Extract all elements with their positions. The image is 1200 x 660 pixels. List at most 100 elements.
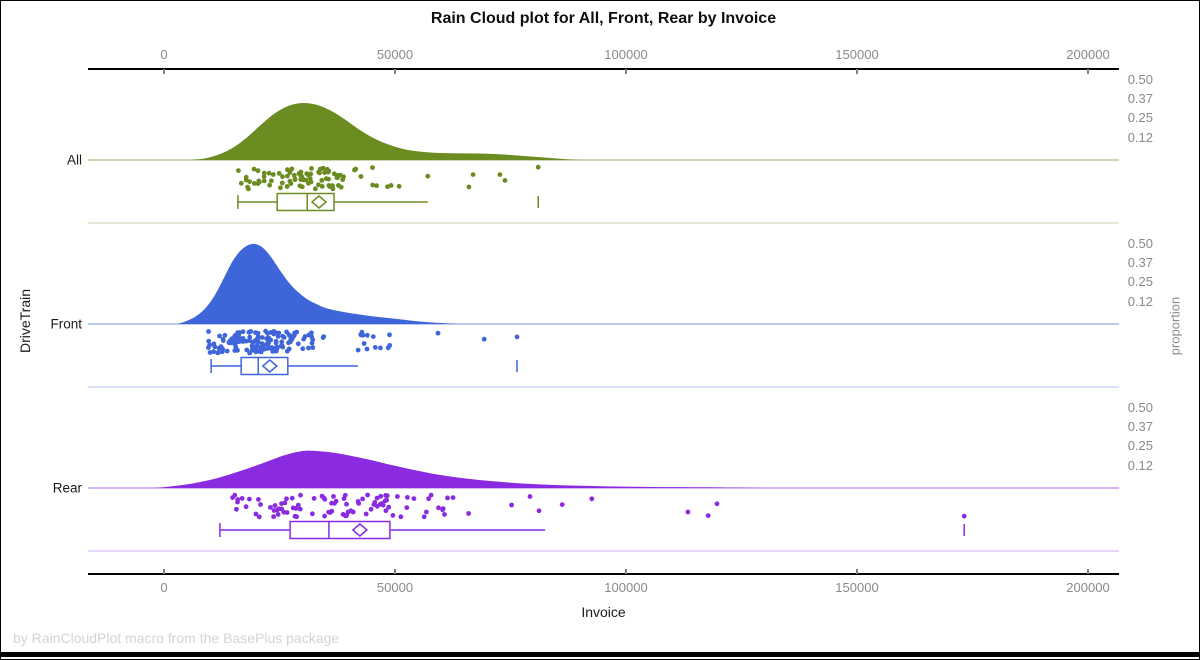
rain-point — [527, 494, 533, 499]
rain-point — [307, 176, 313, 182]
proportion-tick-label: 0.50 — [1128, 400, 1153, 415]
rain-point — [253, 349, 259, 355]
box-plot — [210, 356, 518, 376]
rain-point — [253, 330, 258, 335]
rain-point — [235, 330, 241, 335]
rain-points — [230, 492, 967, 520]
proportion-tick-label: 0.12 — [1128, 130, 1153, 145]
rain-point — [285, 167, 290, 173]
rain-point — [258, 502, 263, 507]
rain-point — [265, 342, 270, 347]
rain-point — [390, 513, 396, 518]
rain-point — [240, 329, 246, 335]
category-label-all: All — [67, 153, 82, 168]
rain-point — [207, 342, 213, 348]
density-cloud — [154, 450, 765, 488]
mean-diamond — [261, 359, 278, 373]
rain-point — [247, 338, 252, 343]
top-axis-tick-label: 100000 — [604, 47, 647, 62]
rain-point — [361, 341, 367, 346]
rain-point — [289, 495, 295, 501]
rain-point — [372, 345, 378, 350]
proportion-tick-label: 0.37 — [1128, 91, 1153, 106]
rain-point — [313, 186, 318, 192]
rain-point — [261, 170, 267, 176]
rain-point — [442, 512, 447, 517]
chart-title: Rain Cloud plot for All, Front, Rear by … — [430, 10, 777, 27]
rain-point — [358, 174, 364, 179]
rain-point — [235, 499, 240, 505]
rain-outlier-point — [497, 172, 503, 178]
rain-point — [326, 509, 331, 515]
rain-point — [261, 178, 267, 184]
rain-point — [281, 335, 287, 340]
rain-point — [270, 349, 276, 354]
rain-outlier-point — [425, 173, 431, 179]
rain-point — [256, 514, 262, 520]
rain-point — [355, 347, 361, 353]
rain-point — [332, 500, 337, 506]
rain-point — [271, 508, 277, 513]
rain-outlier-point — [470, 172, 476, 178]
rain-point — [466, 511, 471, 516]
rain-point — [302, 334, 308, 339]
rain-point — [290, 505, 296, 511]
rain-point — [215, 350, 221, 356]
iqr-box — [289, 520, 391, 540]
rain-point — [247, 350, 253, 356]
category-label-rear: Rear — [53, 481, 83, 496]
rain-point — [284, 496, 289, 502]
rain-point — [297, 506, 303, 512]
rain-point — [255, 181, 261, 187]
rain-point — [270, 172, 276, 177]
rain-outlier-point — [714, 501, 720, 507]
rain-point — [292, 332, 297, 338]
rain-point — [311, 496, 317, 501]
rain-point — [374, 495, 380, 501]
bottom-axis-tick-label: 100000 — [604, 580, 647, 595]
rain-point — [232, 333, 238, 338]
rain-point — [220, 338, 226, 343]
rain-point — [378, 493, 384, 499]
rain-point — [222, 332, 228, 338]
y-axis-label: DriveTrain — [17, 288, 33, 354]
rain-point — [359, 329, 365, 335]
rain-point — [310, 345, 316, 350]
rain-outlier-point — [685, 509, 691, 515]
density-cloud — [191, 102, 580, 160]
rain-outlier-point — [502, 178, 508, 183]
rain-point — [295, 341, 301, 347]
rain-point — [206, 338, 212, 344]
rain-point — [405, 495, 410, 500]
rain-point — [424, 509, 429, 515]
rain-point — [343, 513, 348, 519]
mean-diamond — [351, 523, 369, 537]
rain-point — [256, 497, 261, 502]
proportion-tick-label: 0.12 — [1128, 294, 1153, 309]
rain-point — [253, 337, 259, 343]
rain-outlier-point — [466, 184, 472, 190]
rain-point — [306, 345, 311, 351]
rain-point — [342, 492, 348, 498]
rain-point — [284, 329, 289, 335]
rain-point — [370, 334, 376, 339]
rain-point — [279, 339, 285, 345]
rain-point — [239, 496, 245, 501]
rain-point — [356, 501, 362, 506]
top-axis-tick-label: 0 — [160, 47, 167, 62]
mean-diamond — [310, 195, 328, 209]
rain-point — [211, 341, 217, 347]
rain-point — [216, 345, 222, 351]
footnote: by RainCloudPlot macro from the BasePlus… — [13, 630, 340, 646]
rain-outlier-point — [435, 330, 441, 336]
rain-point — [308, 171, 314, 177]
rain-point — [275, 512, 281, 517]
rain-point — [509, 502, 514, 508]
rain-point — [280, 174, 285, 180]
box-plot — [219, 520, 965, 540]
proportion-tick-label: 0.25 — [1128, 274, 1153, 289]
rain-point — [320, 165, 326, 171]
rain-outlier-point — [961, 513, 967, 519]
rain-point — [322, 170, 327, 176]
